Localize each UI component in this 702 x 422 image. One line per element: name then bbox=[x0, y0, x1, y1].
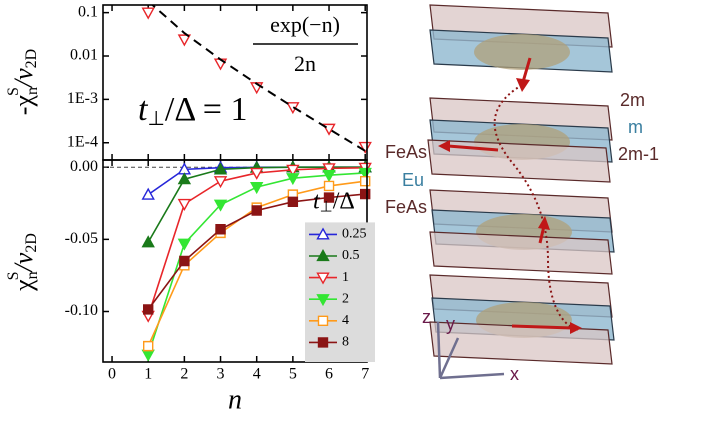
y-tick-label: -0.10 bbox=[65, 302, 98, 319]
legend-box bbox=[305, 222, 375, 362]
marker bbox=[177, 198, 192, 211]
annotation: 2n bbox=[294, 51, 316, 76]
layer-label: FeAs bbox=[385, 142, 427, 162]
axis-name: x bbox=[510, 364, 519, 384]
text-part: S bbox=[5, 87, 22, 96]
marker bbox=[322, 163, 336, 176]
text-part: ⊥ bbox=[320, 200, 333, 216]
marker bbox=[250, 167, 264, 180]
text-part: 2D bbox=[23, 49, 40, 69]
marker bbox=[322, 170, 336, 183]
x-tick-label: 1 bbox=[144, 366, 152, 383]
marker bbox=[141, 235, 155, 248]
x-tick-label: 6 bbox=[325, 366, 333, 383]
text-part: t bbox=[313, 188, 321, 214]
text-part: ⊥ bbox=[147, 108, 164, 130]
marker bbox=[286, 102, 300, 115]
legend-label: 2 bbox=[342, 291, 349, 306]
marker bbox=[358, 167, 372, 180]
y-tick-label: 1E-4 bbox=[67, 133, 98, 150]
text-part: n bbox=[24, 271, 41, 279]
text-part: n bbox=[24, 87, 41, 95]
legend-label: 8 bbox=[342, 335, 349, 350]
marker bbox=[358, 141, 372, 154]
layer-label: Eu bbox=[402, 170, 424, 190]
legend-marker bbox=[317, 315, 329, 326]
marker bbox=[251, 205, 262, 216]
annotation: exp(−n) bbox=[270, 12, 340, 37]
layer-diagram: 2m m 2m-1 FeAs Eu FeAs z y x bbox=[385, 4, 659, 384]
x-tick-label: 3 bbox=[217, 366, 225, 383]
text-part: -χ bbox=[9, 95, 38, 116]
legend-label: 0.25 bbox=[342, 227, 367, 242]
marker bbox=[323, 180, 335, 192]
series-line bbox=[151, 5, 366, 152]
marker bbox=[143, 304, 154, 315]
legend-label: 4 bbox=[342, 313, 349, 328]
text-part: /Δ = 1 bbox=[165, 91, 248, 128]
y-tick-label: 0.1 bbox=[78, 3, 98, 20]
text-part: /ν bbox=[9, 68, 38, 89]
layer-label: FeAs bbox=[385, 197, 427, 217]
y-tick-label: 0.00 bbox=[70, 158, 98, 175]
marker bbox=[141, 187, 155, 200]
legend-label: 0.5 bbox=[342, 248, 360, 263]
legend-marker bbox=[316, 272, 330, 285]
text-part: χ bbox=[9, 279, 38, 292]
y-tick-label: 1E-3 bbox=[67, 90, 98, 107]
legend-label: 1 bbox=[342, 270, 349, 285]
text-part: /ν bbox=[9, 252, 38, 273]
axis-name: y bbox=[446, 314, 455, 334]
x-tick-label: 4 bbox=[253, 366, 261, 383]
marker bbox=[177, 238, 192, 251]
marker bbox=[323, 192, 335, 203]
marker bbox=[179, 255, 190, 267]
marker bbox=[141, 7, 155, 20]
x-tick-label: 7 bbox=[361, 366, 369, 383]
layer-label: 2m-1 bbox=[618, 144, 659, 164]
marker bbox=[286, 173, 300, 186]
legend-marker bbox=[316, 294, 330, 307]
text-part: t bbox=[138, 91, 149, 128]
text-part: S bbox=[5, 271, 22, 280]
legend-marker bbox=[317, 337, 329, 348]
marker bbox=[177, 172, 192, 185]
marker bbox=[359, 188, 371, 200]
y-tick-label: 0.01 bbox=[70, 47, 98, 64]
marker bbox=[141, 349, 155, 362]
y-axis-label: χnS/ν2D bbox=[5, 233, 41, 292]
legend-marker bbox=[316, 249, 330, 262]
layer-label: 2m bbox=[620, 90, 645, 110]
x-tick-label: 2 bbox=[180, 366, 188, 383]
legend-title: t⊥/Δ bbox=[313, 188, 355, 216]
marker bbox=[215, 224, 226, 235]
marker bbox=[286, 164, 300, 177]
x-tick-label: 5 bbox=[289, 366, 297, 383]
legend-marker bbox=[316, 227, 330, 240]
marker bbox=[213, 162, 228, 175]
marker bbox=[213, 176, 228, 189]
marker bbox=[143, 340, 154, 352]
y-tick-label: -0.05 bbox=[65, 230, 98, 247]
marker bbox=[359, 176, 371, 187]
y-axis-label: -χnS/ν2D bbox=[5, 49, 41, 115]
axis-name: z bbox=[422, 307, 431, 327]
marker bbox=[213, 199, 228, 212]
marker bbox=[177, 34, 192, 47]
marker bbox=[287, 196, 299, 208]
annotation: t⊥/Δ = 1 bbox=[138, 91, 247, 130]
layer-label: m bbox=[628, 117, 643, 137]
text-part: /Δ bbox=[333, 188, 355, 214]
x-axis-label: n bbox=[228, 384, 242, 415]
x-tick-label: 0 bbox=[108, 366, 116, 383]
marker bbox=[250, 182, 264, 195]
text-part: 2D bbox=[23, 233, 40, 253]
